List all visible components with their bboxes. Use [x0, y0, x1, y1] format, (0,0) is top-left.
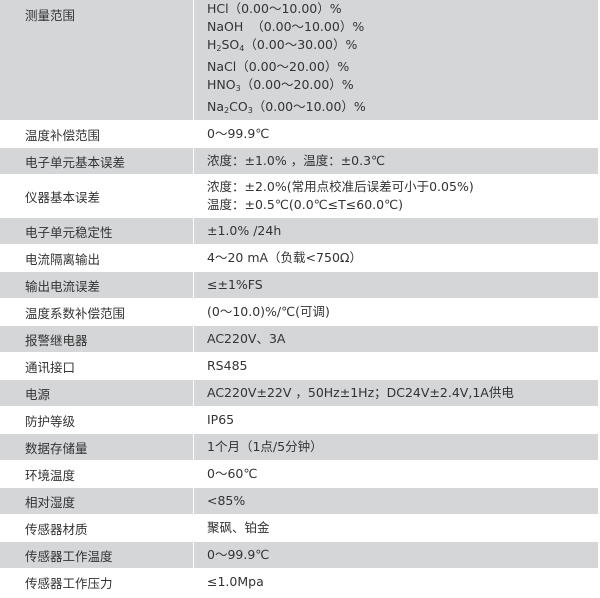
table-row: 电子单元稳定性 ±1.0% /24h [0, 218, 598, 245]
value-line: 4～20 mA（负载<750Ω） [207, 250, 362, 265]
row-value: <85% [194, 492, 245, 510]
row-value: 0～60℃ [194, 465, 257, 483]
table-row: 传感器材质 聚砜、铂金 [0, 515, 598, 542]
subscript: 2 [224, 106, 230, 115]
chem: NaCl [207, 59, 237, 74]
value-line: ≤1.0Mpa [207, 574, 264, 589]
table-row: 数据存储量 1个月（1点/5分钟） [0, 434, 598, 461]
value-line: ±1.0% /24h [207, 223, 282, 238]
value-line: <85% [207, 493, 246, 508]
row-label: 环境温度 [0, 461, 194, 487]
row-value: RS485 [194, 357, 247, 375]
row-value: 0～99.9℃ [194, 546, 269, 564]
row-value: 浓度：±1.0% ，温度：±0.3℃ [194, 152, 385, 170]
value-line: AC220V、3A [207, 331, 286, 346]
chem: CO [229, 99, 248, 114]
range: （0.00～20.00）% [240, 77, 354, 92]
row-value: 浓度：±2.0%(常用点校准后误差可小于0.05%) 温度：±0.5℃(0.0℃≤… [194, 178, 474, 214]
chem: HNO [207, 77, 236, 92]
row-label: 测量范围 [0, 0, 194, 120]
range-line: NaCl（0.00～20.00）% [207, 58, 366, 76]
table-row: 通讯接口 RS485 [0, 353, 598, 380]
row-value: 4～20 mA（负载<750Ω） [194, 249, 362, 267]
range-line: Na2CO3（0.00～10.00）% [207, 98, 366, 120]
value-line: IP65 [207, 412, 235, 427]
table-row: 电源 AC220V±22V ，50Hz±1Hz；DC24V±2.4V,1A供电 [0, 380, 598, 407]
value-line: (0～10.0)%/℃(可调) [207, 304, 330, 319]
row-value: ≤±1%FS [194, 276, 263, 294]
value-line: 温度：±0.5℃(0.0℃≤T≤60.0℃) [207, 197, 404, 212]
table-row: 温度系数补偿范围 (0～10.0)%/℃(可调) [0, 299, 598, 326]
table-row: 仪器基本误差 浓度：±2.0%(常用点校准后误差可小于0.05%) 温度：±0.5℃… [0, 175, 598, 218]
value-line: 0～99.9℃ [207, 126, 270, 141]
subscript: 2 [216, 44, 222, 53]
range-line: NaOH （0.00～10.00）% [207, 18, 366, 36]
value-line: 0～99.9℃ [207, 547, 270, 562]
table-row: 温度补偿范围 0～99.9℃ [0, 121, 598, 148]
chem: Na [207, 99, 225, 114]
value-line: RS485 [207, 358, 248, 373]
row-label: 温度系数补偿范围 [0, 299, 194, 325]
value-line: 浓度：±2.0%(常用点校准后误差可小于0.05%) [207, 179, 474, 194]
chem: NaOH [207, 19, 244, 34]
range-line: HCl（0.00～10.00）% [207, 0, 366, 18]
subscript: 3 [235, 84, 241, 93]
row-value: AC220V±22V ，50Hz±1Hz；DC24V±2.4V,1A供电 [194, 384, 514, 402]
row-value: HCl（0.00～10.00）% NaOH （0.00～10.00）% H2SO… [194, 0, 366, 125]
value-line: 1个月（1点/5分钟） [207, 439, 323, 454]
row-label: 传感器材质 [0, 515, 194, 541]
chem: HCl [207, 1, 229, 16]
row-label: 传感器工作温度 [0, 542, 194, 568]
table-row: 输出电流误差 ≤±1%FS [0, 272, 598, 299]
table-row: 电流隔离输出 4～20 mA（负载<750Ω） [0, 245, 598, 272]
table-row: 测量范围 HCl（0.00～10.00）% NaOH （0.00～10.00）%… [0, 0, 598, 121]
row-value: 0～99.9℃ [194, 125, 269, 143]
value-line: ≤±1%FS [207, 277, 263, 292]
row-label: 电子单元稳定性 [0, 218, 194, 244]
value-line: 聚砜、铂金 [207, 520, 270, 535]
row-value: ±1.0% /24h [194, 222, 281, 240]
chem: H [207, 37, 217, 52]
row-label: 相对湿度 [0, 488, 194, 514]
range-line: H2SO4（0.00～30.00）% [207, 36, 366, 58]
row-label: 防护等级 [0, 407, 194, 433]
table-row: 传感器工作压力 ≤1.0Mpa [0, 569, 598, 596]
range: （0.00～10.00）% [243, 19, 365, 34]
row-value: AC220V、3A [194, 330, 285, 348]
row-label: 仪器基本误差 [0, 175, 194, 217]
range: （0.00～20.00）% [236, 59, 350, 74]
row-label: 电子单元基本误差 [0, 148, 194, 174]
row-label: 数据存储量 [0, 434, 194, 460]
row-value: 1个月（1点/5分钟） [194, 438, 323, 456]
row-label: 传感器工作压力 [0, 569, 194, 595]
row-label: 通讯接口 [0, 353, 194, 379]
table-row: 电子单元基本误差 浓度：±1.0% ，温度：±0.3℃ [0, 148, 598, 175]
range-line: HNO3（0.00～20.00）% [207, 76, 366, 98]
row-label: 温度补偿范围 [0, 121, 194, 147]
row-label: 电源 [0, 380, 194, 406]
range: （0.00～10.00）% [228, 1, 342, 16]
value-line: 0～60℃ [207, 466, 258, 481]
table-row: 相对湿度 <85% [0, 488, 598, 515]
subscript: 3 [247, 106, 253, 115]
row-label: 电流隔离输出 [0, 245, 194, 271]
row-value: IP65 [194, 411, 234, 429]
value-line: 浓度：±1.0% ，温度：±0.3℃ [207, 153, 386, 168]
table-row: 环境温度 0～60℃ [0, 461, 598, 488]
range: （0.00～10.00）% [252, 99, 366, 114]
row-value: ≤1.0Mpa [194, 573, 264, 591]
row-label: 报警继电器 [0, 326, 194, 352]
value-line: AC220V±22V ，50Hz±1Hz；DC24V±2.4V,1A供电 [207, 385, 514, 400]
row-value: (0～10.0)%/℃(可调) [194, 303, 330, 321]
table-row: 传感器工作温度 0～99.9℃ [0, 542, 598, 569]
row-label: 输出电流误差 [0, 272, 194, 298]
table-row: 防护等级 IP65 [0, 407, 598, 434]
table-row: 报警继电器 AC220V、3A [0, 326, 598, 353]
subscript: 4 [239, 44, 245, 53]
chem: SO [221, 37, 240, 52]
row-value: 聚砜、铂金 [194, 519, 270, 537]
range: （0.00～30.00）% [244, 37, 358, 52]
